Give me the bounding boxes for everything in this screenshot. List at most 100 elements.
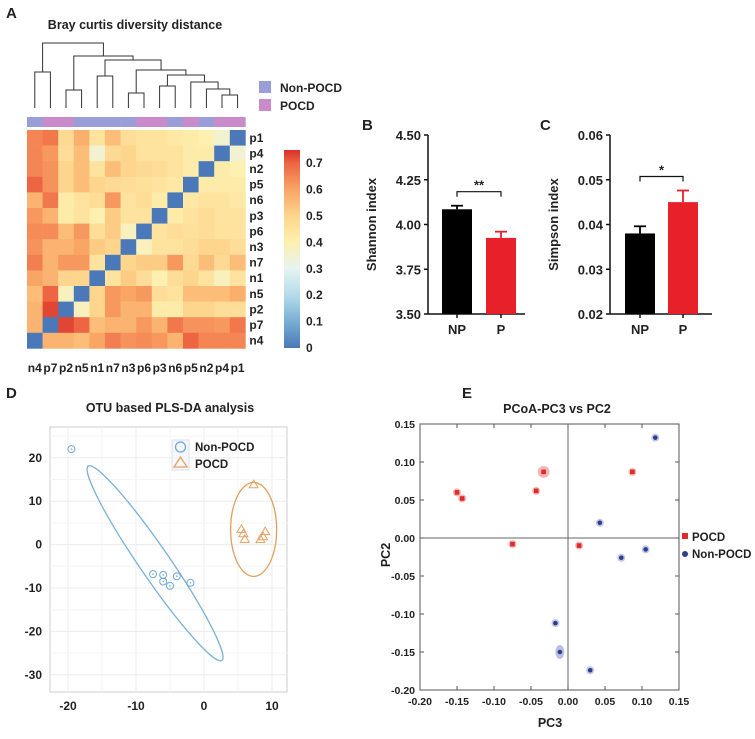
y-tick-label: -0.05: [391, 571, 415, 583]
heatmap-cell: [183, 239, 199, 256]
dendrogram-branch: [127, 92, 145, 108]
dendrogram-branch: [65, 89, 83, 108]
heatmap-cell: [73, 208, 90, 224]
heatmap-cell: [214, 270, 231, 287]
colorbar-tick-label: 0.1: [306, 315, 323, 329]
y-axis-label: Shannon index: [364, 177, 379, 271]
legend-label-pocd: POCD: [195, 459, 228, 471]
heatmap-cell: [58, 223, 75, 240]
heatmap-cell: [58, 332, 75, 349]
heatmap-cell: [198, 176, 215, 193]
panel-label-d: D: [6, 385, 17, 402]
heatmap-cell: [58, 130, 75, 146]
heatmap-cell: [183, 301, 199, 318]
heatmap-cell: [167, 301, 184, 318]
row-label: p7: [249, 318, 263, 332]
heatmap-cell: [136, 145, 153, 162]
non-pocd-point: [172, 572, 181, 581]
dendrogram-branch: [104, 59, 162, 76]
heatmap-cell: [105, 192, 121, 209]
heatmap-cell: [151, 301, 168, 318]
dendrogram-branch: [42, 42, 104, 72]
row-label: p1: [249, 131, 263, 145]
panel-label-a: A: [6, 5, 17, 22]
panel-label-e: E: [462, 385, 472, 402]
pcoa-xlabel: PC3: [538, 716, 562, 730]
heatmap-cell: [58, 239, 75, 256]
heatmap-cell: [120, 192, 137, 209]
pocd-point: [239, 533, 251, 543]
dendrogram-branch: [159, 85, 176, 108]
shannon-bar-chart: 3.50 3.75 4.00 4.25 4.50 Shannon index NP P **: [364, 128, 525, 337]
heatmap-cell: [120, 270, 137, 287]
heatmap-cell: [89, 239, 106, 256]
heatmap-cell: [167, 161, 184, 178]
non-pocd-point-center: [189, 581, 192, 584]
y-tick-label: 0.06: [578, 128, 603, 143]
heatmap-cell: [42, 223, 59, 240]
plot-area: [49, 426, 288, 693]
heatmap-cell: [89, 192, 106, 209]
group-bar-cell: [136, 117, 153, 127]
pocd-point: [576, 543, 582, 548]
column-label: p4: [215, 361, 229, 375]
panel-label-b: B: [362, 117, 373, 134]
heatmap-cells: [27, 130, 246, 349]
heatmap-cell: [105, 254, 121, 271]
heatmap-cell: [229, 176, 246, 193]
legend-circle-icon: [682, 551, 688, 557]
heatmap-title: Bray curtis diversity distance: [48, 18, 222, 32]
heatmap-cell: [167, 239, 184, 256]
heatmap-cell: [183, 254, 199, 271]
column-label: n4: [28, 361, 42, 375]
colorbar: 0 0.1 0.2 0.3 0.4 0.5 0.6 0.7: [284, 150, 323, 355]
pocd-point: [255, 533, 266, 543]
y-tick-label: -0.20: [391, 685, 415, 697]
heatmap-cell: [120, 317, 137, 334]
heatmap-cell: [105, 208, 121, 224]
legend-label-pocd: POCD: [280, 99, 315, 113]
group-bar-cell: [58, 117, 75, 127]
pocd-point: [257, 531, 269, 541]
heatmap-cell: [136, 254, 153, 271]
heatmap-cell: [136, 208, 153, 224]
heatmap-cell: [120, 161, 137, 178]
heatmap-cell: [183, 270, 199, 287]
heatmap-cell: [214, 192, 231, 209]
heatmap-cell: [27, 270, 43, 287]
heatmap-cell: [214, 176, 231, 193]
row-label: p2: [249, 302, 263, 316]
bar-np: [442, 209, 472, 314]
heatmap-cell: [229, 254, 246, 271]
heatmap-cell: [198, 286, 215, 302]
heatmap-cell: [229, 208, 246, 224]
heatmap-cell: [136, 332, 153, 349]
heatmap-cell: [183, 161, 199, 178]
heatmap-cell: [89, 286, 106, 302]
column-label: n6: [168, 361, 182, 375]
non-pocd-point-center: [162, 580, 164, 583]
heatmap-cell: [214, 239, 231, 256]
heatmap-cell: [73, 130, 90, 146]
heatmap-cell: [58, 208, 75, 224]
heatmap-cell: [73, 223, 90, 240]
significance-bracket: [456, 191, 502, 197]
group-bar-cell: [167, 117, 184, 127]
heatmap-cell: [42, 286, 59, 302]
heatmap-cell: [198, 130, 215, 146]
y-axis-label: Simpson index: [546, 178, 561, 271]
heatmap-cell: [151, 176, 168, 193]
heatmap-cell: [151, 286, 168, 302]
heatmap-cell: [27, 130, 43, 146]
y-tick-label: -20: [25, 624, 43, 638]
non-pocd-point-center: [152, 573, 154, 575]
significance-bracket: [639, 175, 684, 182]
colorbar-tick-label: 0.2: [306, 288, 323, 302]
heatmap-cell: [58, 254, 75, 271]
pocd-point: [510, 541, 515, 547]
pocd-point: [459, 496, 465, 501]
colorbar-tick-label: 0.6: [306, 183, 323, 197]
pocd-point: [541, 469, 546, 475]
row-label: n7: [249, 256, 263, 270]
heatmap-cell: [136, 270, 153, 287]
